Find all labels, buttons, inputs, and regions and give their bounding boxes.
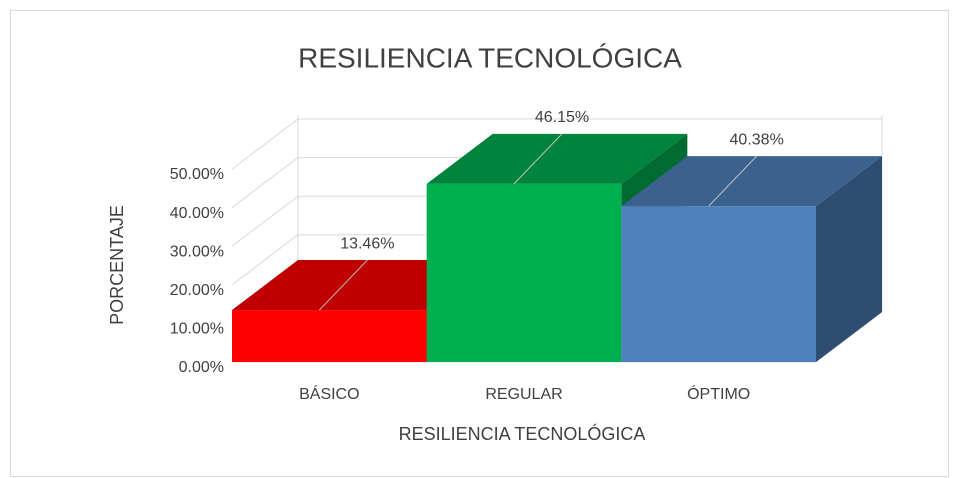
y-tick-label: 20.00% <box>170 282 224 299</box>
y-tick-label: 40.00% <box>170 205 224 222</box>
data-label: 40.38% <box>730 131 784 148</box>
leader-line <box>513 133 563 185</box>
x-tick-label: BÁSICO <box>299 384 359 403</box>
y-tick-label: 0.00% <box>179 359 224 376</box>
y-axis-label: PORCENTAJE <box>107 205 127 325</box>
y-tick-label: 10.00% <box>170 321 224 338</box>
data-label: 46.15% <box>535 109 589 126</box>
leader-line <box>318 259 368 311</box>
bar <box>232 310 427 362</box>
leader-line <box>708 155 758 207</box>
data-label: 13.46% <box>340 235 394 252</box>
bar-top <box>621 156 882 207</box>
bar-top <box>426 133 688 184</box>
y-tick-label: 50.00% <box>170 166 224 183</box>
y-tick-label: 30.00% <box>170 243 224 260</box>
x-axis-label: RESILIENCIA TECNOLÓGICA <box>399 423 646 444</box>
chart-title: RESILIENCIA TECNOLÓGICA <box>298 42 682 73</box>
bar-side <box>816 156 882 362</box>
x-tick-label: REGULAR <box>485 386 562 403</box>
bar <box>621 206 816 362</box>
bar <box>426 183 622 362</box>
grid-line <box>231 118 882 170</box>
x-tick-label: ÓPTIMO <box>687 384 750 403</box>
